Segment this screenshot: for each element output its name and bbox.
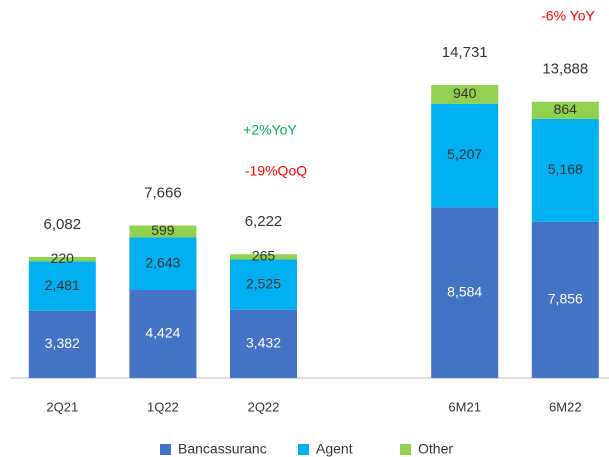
x-tick-label: 2Q22: [248, 399, 280, 414]
data-label: 3,382: [45, 335, 80, 351]
bar-segment: [28, 261, 96, 311]
annotation: -6% YoY: [541, 8, 595, 24]
total-label: 6,222: [245, 213, 283, 230]
data-label: 940: [453, 85, 477, 101]
data-label: 8,584: [447, 283, 482, 299]
bar-segment: [431, 207, 499, 378]
bar-segment: [129, 225, 197, 238]
data-label: 5,207: [447, 146, 482, 162]
total-label: 6,082: [44, 216, 82, 233]
bar-segment: [531, 101, 599, 119]
bar-segment: [431, 103, 499, 208]
bar-segment: [531, 118, 599, 222]
legend-label: Other: [418, 441, 453, 457]
annotation: -19%QoQ: [245, 163, 307, 179]
data-label: 220: [51, 250, 75, 266]
bar-segment: [129, 290, 197, 378]
bar-segment: [230, 259, 297, 310]
data-label: 3,432: [246, 335, 281, 351]
x-tick-label: 2Q21: [46, 399, 78, 414]
x-tick-label: 6M21: [448, 399, 481, 414]
data-label: 265: [252, 248, 276, 264]
total-label: 7,666: [144, 184, 182, 201]
total-label: 14,731: [442, 44, 488, 61]
bar-segment: [230, 254, 297, 260]
bar-segment: [431, 85, 499, 104]
data-label: 599: [151, 222, 175, 238]
data-label: 2,525: [246, 275, 281, 291]
x-tick-label: 1Q22: [147, 399, 179, 414]
legend-swatch: [160, 444, 171, 455]
data-label: 4,424: [145, 325, 180, 341]
x-tick-label: 6M22: [549, 399, 582, 414]
total-label: 13,888: [542, 61, 588, 78]
bar-segment: [531, 221, 599, 378]
annotation: +2%YoY: [243, 122, 297, 138]
bar-segment: [28, 257, 96, 262]
legend-label: Agent: [316, 441, 353, 457]
bar-segment: [28, 310, 96, 378]
bar-segment: [129, 237, 197, 291]
legend-swatch: [298, 444, 309, 455]
data-label: 7,856: [548, 291, 583, 307]
legend-label: Bancassuranc: [178, 441, 267, 457]
data-label: 2,481: [45, 277, 80, 293]
bar-segment: [230, 309, 297, 378]
data-label: 5,168: [548, 161, 583, 177]
data-label: 2,643: [145, 254, 180, 270]
data-label: 864: [554, 101, 578, 117]
legend-swatch: [400, 444, 411, 455]
